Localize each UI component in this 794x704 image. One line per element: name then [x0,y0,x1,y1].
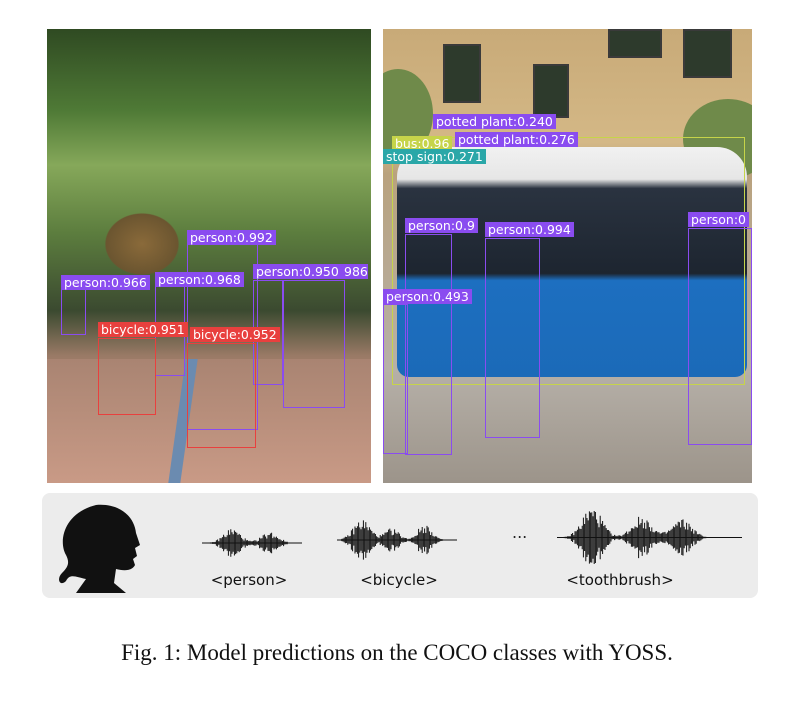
building-window [608,29,662,58]
token-person: <person> [210,571,288,589]
detection-label: potted plant:0.276 [455,132,578,147]
cyclists-photo [47,29,371,483]
token-bicycle: <bicycle> [360,571,438,589]
audio-waveform-bicycle [337,520,457,560]
detection-box [187,343,256,448]
detection-label: bicycle:0.952 [190,327,280,342]
building-window [443,44,481,103]
detection-box [283,280,345,408]
road [47,359,371,483]
detection-box [688,228,752,445]
detection-label: person:0.9 [405,218,478,233]
waveform-trace [202,529,302,557]
detection-label: person:0.968 [155,272,244,287]
detection-label: person:0 [688,212,750,227]
detection-box [61,289,86,335]
building-window [533,64,569,118]
building-window [683,29,732,78]
detection-label: person:0.994 [485,222,574,237]
detection-box [405,234,452,455]
waveform-trace [337,520,457,560]
detection-box [383,304,408,454]
detection-label: bus:0.96 [392,136,453,151]
detection-label: stop sign:0.271 [383,149,486,164]
detection-label: person:0.493 [383,289,472,304]
detection-box [485,238,540,438]
token-toothbrush: <toothbrush> [566,571,674,589]
detection-label: 986 [341,264,368,279]
detection-label: potted plant:0.240 [433,114,556,129]
detection-box [98,338,156,415]
detection-label: person:0.966 [61,275,150,290]
figure-caption: Fig. 1: Model predictions on the COCO cl… [121,640,673,665]
detection-label: bicycle:0.951 [98,322,188,337]
ellipsis: ... [512,523,528,542]
speaker-silhouette-icon [59,504,140,593]
detection-label: person:0.992 [187,230,276,245]
waveform-trace [557,511,742,564]
detection-label: person:0.950 [253,264,342,279]
audio-prompt-panel: ... <person> <bicycle> <toothbrush> [42,493,758,598]
audio-waveform-person [202,529,302,557]
audio-waveform-toothbrush [557,511,742,564]
